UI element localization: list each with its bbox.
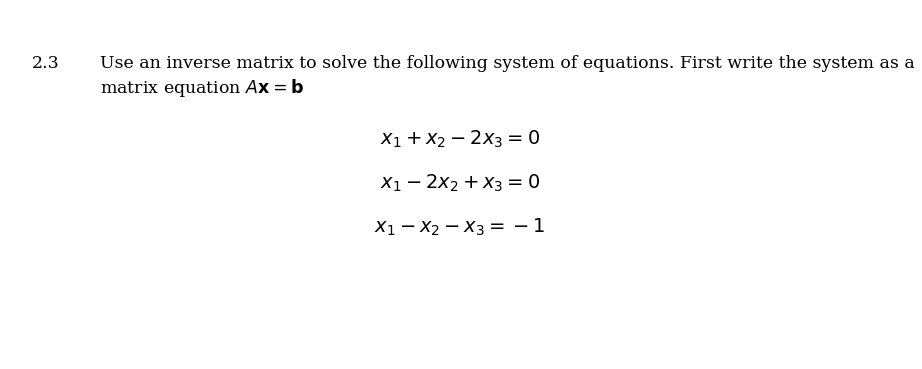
Text: 2.3: 2.3 [32,55,60,72]
Text: Use an inverse matrix to solve the following system of equations. First write th: Use an inverse matrix to solve the follo… [100,55,915,72]
Text: $x_1 - 2x_2 + x_3 = 0$: $x_1 - 2x_2 + x_3 = 0$ [380,173,540,194]
Text: matrix equation $\mathit{A}\mathbf{x} = \mathbf{b}$: matrix equation $\mathit{A}\mathbf{x} = … [100,77,304,99]
Text: $x_1 + x_2 - 2x_3 = 0$: $x_1 + x_2 - 2x_3 = 0$ [380,129,540,150]
Text: $x_1 - x_2 - x_3 = -1$: $x_1 - x_2 - x_3 = -1$ [374,217,546,238]
